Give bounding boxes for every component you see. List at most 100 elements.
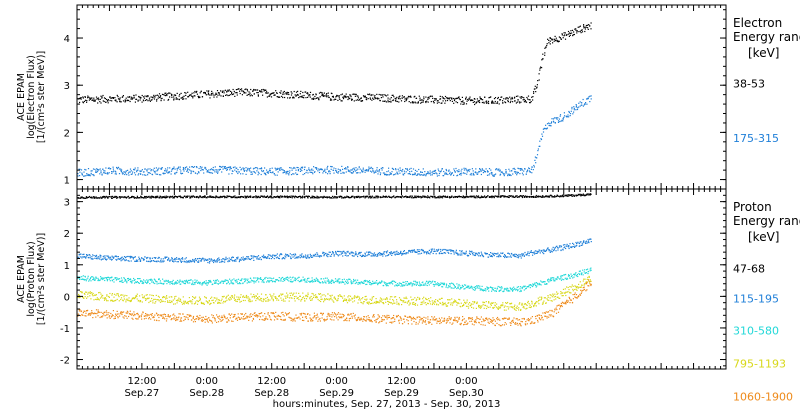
data-point <box>409 250 411 252</box>
data-point <box>333 172 335 174</box>
data-point <box>438 248 440 250</box>
data-point <box>102 100 104 102</box>
data-point <box>574 28 576 30</box>
data-point <box>295 95 297 97</box>
data-point <box>560 246 563 248</box>
data-point <box>96 168 98 170</box>
data-point <box>221 280 224 282</box>
data-point <box>344 196 346 198</box>
data-point <box>93 175 95 177</box>
data-point <box>381 169 383 171</box>
data-point <box>175 98 177 100</box>
data-point <box>131 256 133 258</box>
data-point <box>368 94 370 96</box>
data-point <box>141 257 143 259</box>
data-point <box>309 91 312 93</box>
data-point <box>87 97 89 99</box>
data-point <box>461 286 463 288</box>
data-point <box>571 32 573 34</box>
data-point <box>434 169 437 171</box>
data-point <box>534 88 536 90</box>
data-point <box>241 94 243 96</box>
data-point <box>532 169 534 171</box>
data-point <box>507 196 510 198</box>
data-point <box>252 168 255 170</box>
data-point <box>566 278 569 280</box>
data-point <box>321 281 324 283</box>
data-point <box>439 98 442 100</box>
data-point <box>188 261 190 263</box>
data-point <box>190 171 192 173</box>
data-point <box>280 195 282 197</box>
data-point <box>381 280 383 282</box>
data-point <box>518 253 520 256</box>
data-point <box>248 93 250 95</box>
data-point <box>81 172 83 174</box>
data-point <box>377 252 379 254</box>
data-point <box>302 256 304 259</box>
data-point <box>474 254 476 256</box>
data-point <box>92 254 94 256</box>
data-point <box>568 35 570 37</box>
data-point <box>385 282 387 284</box>
data-point <box>85 257 87 259</box>
data-point <box>102 278 104 280</box>
data-point <box>550 125 552 127</box>
data-point <box>544 281 546 283</box>
data-point <box>449 196 451 198</box>
data-point <box>371 197 373 199</box>
data-point <box>336 170 338 172</box>
data-point <box>88 96 90 98</box>
data-point <box>513 286 515 288</box>
data-point <box>105 255 107 257</box>
data-point <box>317 255 320 257</box>
data-point <box>173 197 175 199</box>
data-point <box>568 194 570 196</box>
data-point <box>569 277 571 279</box>
data-point <box>156 299 158 301</box>
data-point <box>586 103 588 105</box>
data-point <box>189 282 191 284</box>
data-point <box>295 278 297 280</box>
data-point <box>256 170 258 172</box>
data-point <box>123 171 125 173</box>
data-point <box>184 258 186 260</box>
data-point <box>90 292 92 295</box>
data-point <box>416 251 418 253</box>
data-point <box>465 103 468 105</box>
data-point <box>542 128 544 130</box>
data-point <box>517 167 519 169</box>
data-point <box>545 46 547 48</box>
data-point <box>524 195 526 197</box>
data-point <box>102 94 104 97</box>
data-point <box>405 283 407 285</box>
data-point <box>283 196 285 198</box>
data-point <box>330 282 333 284</box>
data-point <box>385 251 388 253</box>
data-point <box>409 195 411 197</box>
data-point <box>405 171 407 173</box>
data-point <box>507 101 509 103</box>
data-point <box>497 101 499 103</box>
data-point <box>112 196 115 199</box>
data-point <box>141 101 143 103</box>
data-point <box>118 296 120 298</box>
data-point <box>218 168 220 171</box>
data-point <box>426 172 429 175</box>
data-point <box>549 279 551 281</box>
data-point <box>458 254 460 256</box>
data-point <box>440 250 442 252</box>
data-point <box>262 196 264 198</box>
data-point <box>217 171 219 173</box>
data-point <box>556 40 558 43</box>
data-point <box>505 288 507 290</box>
data-point <box>427 172 429 174</box>
data-point <box>290 256 292 258</box>
data-point <box>573 31 575 33</box>
data-point <box>105 167 107 169</box>
data-point <box>581 102 583 104</box>
data-point <box>263 256 265 258</box>
data-point <box>111 276 113 278</box>
data-point <box>79 256 81 258</box>
data-point <box>467 98 469 101</box>
